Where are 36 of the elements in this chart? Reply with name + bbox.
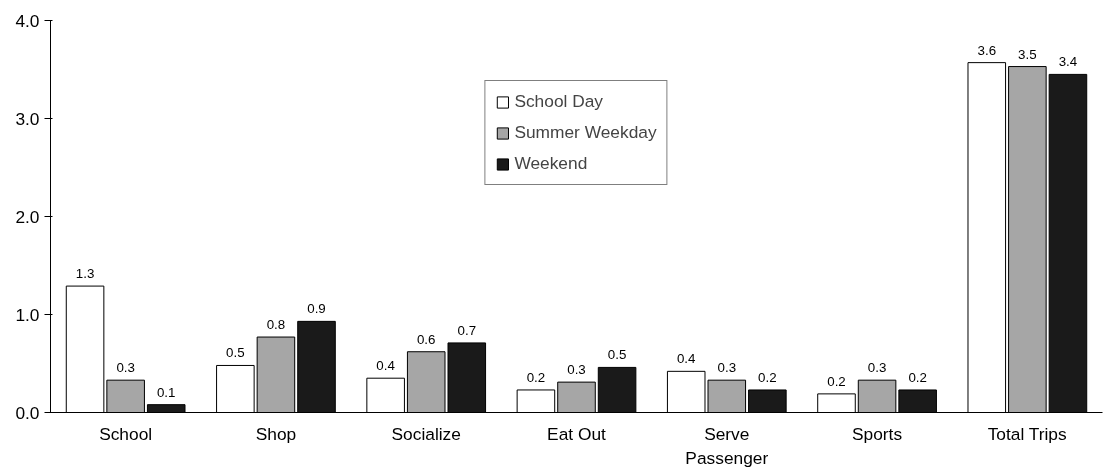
x-tick-label: Sports bbox=[852, 423, 903, 444]
data-label: 0.3 bbox=[567, 362, 586, 378]
y-tick-label: 3.0 bbox=[15, 108, 40, 129]
data-label: 0.8 bbox=[266, 317, 286, 333]
y-tick-label: 1.0 bbox=[15, 304, 40, 325]
x-tick-label: Socialize bbox=[391, 423, 461, 444]
x-tick-label: School bbox=[99, 423, 153, 444]
y-tick-label: 4.0 bbox=[15, 10, 40, 31]
data-label: 0.3 bbox=[867, 360, 887, 376]
data-label: 0.7 bbox=[457, 322, 477, 338]
legend-label: Summer Weekday bbox=[514, 122, 657, 143]
data-label: 0.2 bbox=[758, 369, 777, 385]
data-label: 3.4 bbox=[1058, 54, 1078, 70]
data-label: 0.6 bbox=[416, 331, 436, 347]
legend-label: Weekend bbox=[514, 153, 588, 174]
data-label: 3.5 bbox=[1018, 46, 1037, 62]
data-label: 0.1 bbox=[156, 384, 176, 400]
data-label: 0.2 bbox=[827, 373, 846, 389]
x-tick-label: Serve Passenger bbox=[685, 423, 769, 468]
data-label: 0.5 bbox=[607, 347, 627, 363]
data-label: 0.3 bbox=[717, 360, 737, 376]
x-tick-label: Total Trips bbox=[987, 423, 1068, 444]
data-label: 0.9 bbox=[307, 301, 326, 317]
legend-label: School Day bbox=[514, 91, 604, 112]
data-label: 0.5 bbox=[226, 345, 245, 361]
data-label: 0.2 bbox=[908, 369, 927, 385]
data-label: 0.4 bbox=[676, 351, 697, 367]
x-tick-label: Eat Out bbox=[547, 423, 607, 444]
data-label: 3.6 bbox=[977, 42, 997, 58]
y-tick-label: 2.0 bbox=[15, 206, 40, 227]
data-label: 0.4 bbox=[376, 358, 396, 374]
data-label: 0.3 bbox=[116, 360, 135, 376]
data-label: 1.3 bbox=[75, 266, 95, 282]
data-label: 0.2 bbox=[526, 369, 546, 385]
y-tick-label: 0.0 bbox=[15, 402, 40, 423]
x-tick-label: Shop bbox=[255, 423, 297, 444]
